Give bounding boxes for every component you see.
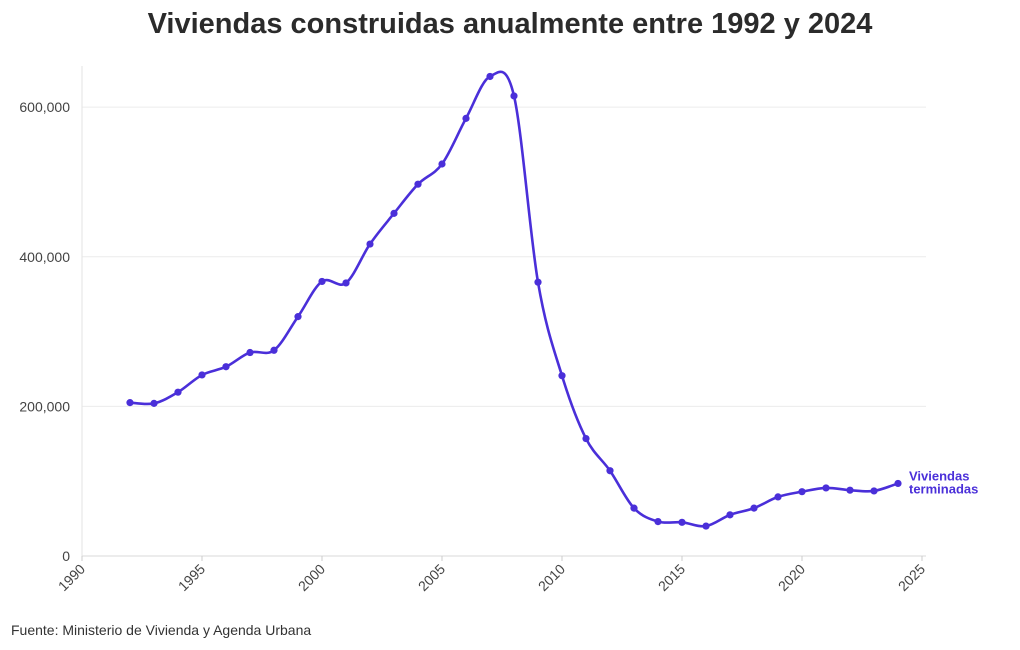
x-tick-label: 2025 bbox=[895, 561, 928, 594]
data-point bbox=[198, 371, 206, 379]
series-label: terminadas bbox=[909, 481, 978, 496]
x-tick-label: 1990 bbox=[55, 561, 88, 594]
data-point bbox=[246, 348, 254, 357]
data-point bbox=[582, 434, 590, 443]
data-point bbox=[822, 484, 830, 492]
data-point bbox=[414, 180, 422, 188]
source-note: Fuente: Ministerio de Vivienda y Agenda … bbox=[11, 622, 312, 638]
series-layer bbox=[126, 70, 902, 530]
data-point bbox=[294, 313, 302, 321]
x-tick-label: 2015 bbox=[655, 561, 688, 594]
data-point bbox=[534, 278, 542, 286]
x-tick-label: 2005 bbox=[415, 561, 448, 594]
y-tick-label: 600,000 bbox=[19, 99, 70, 115]
data-point bbox=[798, 488, 806, 496]
data-point bbox=[630, 504, 638, 512]
data-point bbox=[150, 399, 158, 407]
data-point bbox=[846, 486, 854, 494]
data-point bbox=[342, 279, 350, 287]
chart-title: Viviendas construidas anualmente entre 1… bbox=[147, 8, 873, 40]
data-point bbox=[750, 504, 758, 512]
series-label: Viviendas bbox=[909, 468, 969, 483]
data-point bbox=[558, 372, 566, 380]
data-point bbox=[438, 160, 446, 168]
data-point bbox=[222, 363, 230, 371]
axes: 0 200,000 400,000 600,000 1990 1995 2000 2005 20… bbox=[19, 66, 928, 594]
data-point bbox=[894, 479, 902, 488]
data-point bbox=[654, 517, 662, 526]
data-point bbox=[390, 209, 398, 217]
data-point bbox=[270, 346, 278, 354]
data-point bbox=[774, 493, 782, 501]
x-tick-label: 2020 bbox=[775, 561, 808, 594]
series-line bbox=[129, 70, 899, 528]
data-point bbox=[486, 72, 494, 81]
y-tick-label: 400,000 bbox=[19, 249, 70, 265]
data-point bbox=[126, 399, 134, 407]
data-point bbox=[510, 92, 518, 100]
y-tick-label: 200,000 bbox=[19, 398, 70, 414]
x-tick-label: 2000 bbox=[295, 561, 328, 594]
data-point bbox=[366, 240, 374, 248]
gridlines bbox=[82, 106, 926, 557]
data-point bbox=[318, 277, 326, 286]
data-point bbox=[462, 114, 470, 122]
x-tick-label: 1995 bbox=[175, 561, 208, 594]
x-tick-label: 2010 bbox=[535, 561, 568, 594]
data-point bbox=[606, 467, 614, 475]
data-point bbox=[726, 511, 734, 519]
y-tick-label: 0 bbox=[62, 548, 70, 564]
data-point bbox=[174, 388, 182, 396]
data-point bbox=[678, 518, 686, 526]
data-point bbox=[870, 487, 878, 495]
data-point bbox=[702, 522, 710, 530]
